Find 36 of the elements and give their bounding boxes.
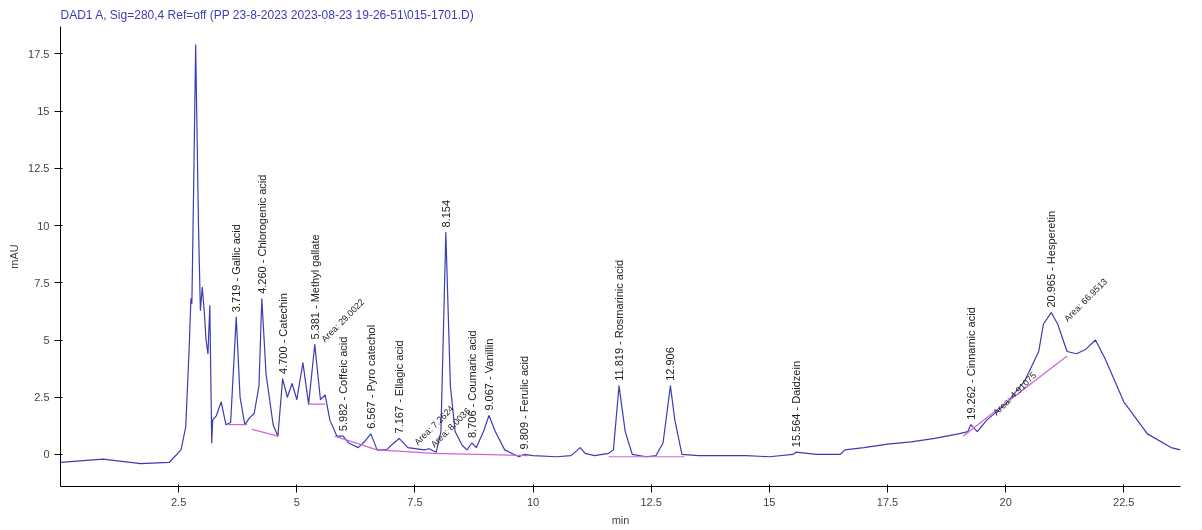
annotation: 11.819 - Rosmarinic acid <box>613 259 626 381</box>
annotation: 9.067 - Vanillin <box>482 338 495 411</box>
x-tick-label: 7.5 <box>407 495 423 508</box>
line-series <box>60 44 1181 465</box>
chart-title: DAD1 A, Sig=280,4 Ref=off (PP 23-8-2023 2023-08-23 19-26-51\015-1701.D) <box>60 7 474 22</box>
annotation: 20.965 - Hesperetin <box>1045 210 1058 308</box>
annotation: 6.567 - Pyro catechol <box>364 324 377 429</box>
y-tick-label: 12.5 <box>28 162 50 175</box>
annotation: 7.167 - Ellagic acid <box>393 340 406 434</box>
annotation: 19.262 - Cinnamic acid <box>964 307 977 420</box>
y-tick-label: 10 <box>37 219 50 232</box>
x-tick-label: 22.5 <box>1113 495 1135 508</box>
x-tick-label: 12.5 <box>640 495 662 508</box>
annotation: 5.982 - Coffeic acid <box>337 336 350 432</box>
y-tick-label: 15 <box>37 105 50 118</box>
annotation: 12.906 <box>664 347 677 381</box>
annotation: 4.260 - Chlorogenic acid <box>255 174 268 294</box>
x-axis-title: min <box>611 513 630 526</box>
y-tick-label: 0 <box>43 448 50 461</box>
annotation: 9.809 - Ferulic acid <box>518 355 531 450</box>
y-tick-label: 2.5 <box>34 391 50 404</box>
annotation: 3.719 - Gallic acid <box>230 224 243 313</box>
annotation: 8.154 <box>439 199 452 228</box>
y-tick-label: 7.5 <box>34 276 50 289</box>
x-tick-label: 5 <box>293 495 300 508</box>
y-tick-label: 17.5 <box>28 47 50 60</box>
annotation: 5.381 - Methyl gallate <box>308 234 321 340</box>
x-tick-label: 17.5 <box>876 495 899 508</box>
x-tick-label: 15 <box>763 495 776 508</box>
x-tick-label: 10 <box>526 495 540 508</box>
y-tick-label: 5 <box>43 334 50 347</box>
y-axis-title: mAU <box>8 244 21 269</box>
x-tick-label: 20 <box>999 495 1012 508</box>
annotation: 15.564 - Daidzein <box>790 360 803 448</box>
annotation: 4.700 - Catechin <box>276 293 289 374</box>
x-tick-label: 2.5 <box>171 495 187 508</box>
